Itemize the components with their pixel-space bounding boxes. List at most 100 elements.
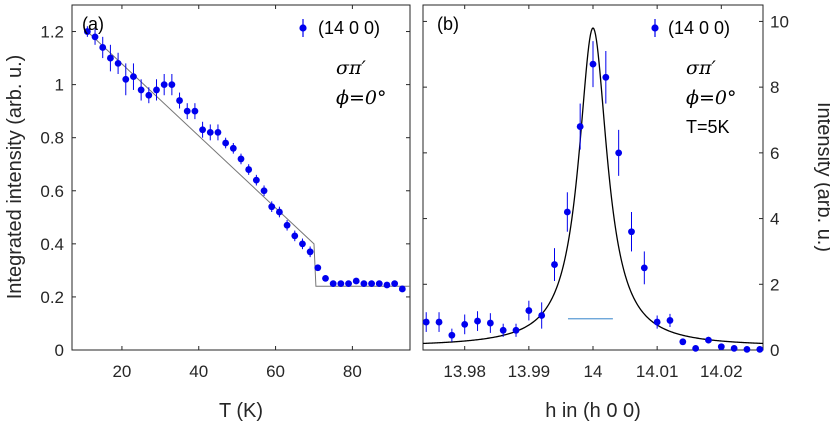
panel-a-data-point bbox=[222, 139, 230, 147]
panel-a-x-tick-label: 60 bbox=[266, 362, 285, 381]
panel-a-data-point bbox=[176, 97, 183, 104]
panel-b-legend: (14 0 0) bbox=[651, 18, 730, 38]
panel-a-data-point bbox=[375, 280, 383, 288]
panel-a-data-point bbox=[206, 128, 214, 136]
panel-a-data-point bbox=[199, 126, 206, 134]
panel-b-data-point bbox=[692, 344, 700, 352]
panel-a-data-point bbox=[283, 221, 291, 229]
panel-a-y-tick-label: 1 bbox=[55, 76, 64, 95]
panel-a-data-point bbox=[314, 264, 322, 272]
panel-b-data-point bbox=[756, 345, 764, 353]
panel-b-y-tick-label: 6 bbox=[770, 144, 779, 163]
panel-a-y-tick-label: 0.4 bbox=[40, 235, 64, 254]
panel-a: 20 40 60 80 00.20.40.60.811.2 (a) (14 0 0) … bbox=[4, 4, 411, 422]
panel-b-y-tick-label: 2 bbox=[770, 275, 779, 294]
panel-b-y-axis-title: Intensity (arb. u.) bbox=[813, 102, 830, 252]
panel-b-legend-marker bbox=[651, 24, 659, 32]
panel-a-data-point bbox=[107, 54, 114, 62]
panel-b-data-point bbox=[743, 345, 751, 353]
panel-b-x-axis-title: h in (h 0 0) bbox=[545, 400, 641, 422]
panel-a-y-axis-title: Integrated intensity (arb. u.) bbox=[4, 55, 26, 300]
panel-a-data-point bbox=[214, 128, 222, 136]
panel-a-annotation-phi: ϕ=0° bbox=[336, 87, 386, 109]
panel-a-data-point bbox=[383, 281, 391, 289]
panel-b-x-tick-label: 14 bbox=[584, 362, 603, 381]
panel-b-data-point bbox=[705, 336, 712, 344]
panel-b-data-point bbox=[435, 318, 443, 326]
panel-a-legend: (14 0 0) bbox=[299, 18, 380, 38]
panel-a-plot-frame bbox=[71, 4, 411, 351]
panel-b-data-point bbox=[486, 319, 494, 327]
panel-b-data-point bbox=[589, 60, 597, 68]
panel-a-x-tick-label: 40 bbox=[189, 362, 208, 381]
panel-a-data-point bbox=[268, 203, 276, 211]
panel-a-data-point bbox=[352, 277, 360, 285]
panel-a-x-ticks: 20 40 60 80 bbox=[112, 5, 362, 381]
panel-b-data-point bbox=[499, 326, 507, 334]
panel-a-y-tick-label: 1.2 bbox=[40, 23, 64, 42]
panel-a-data-point bbox=[229, 144, 237, 152]
panel-b-data-point bbox=[461, 320, 469, 328]
panel-a-legend-label: (14 0 0) bbox=[318, 18, 380, 38]
panel-b-data-point bbox=[422, 318, 430, 326]
panel-a-data-point bbox=[299, 240, 306, 248]
panel-a-label: (a) bbox=[82, 14, 104, 34]
panel-b-data-point bbox=[576, 123, 584, 130]
panel-a-data-point bbox=[368, 280, 375, 288]
panel-b-legend-label: (14 0 0) bbox=[668, 18, 730, 38]
panel-a-data-point bbox=[168, 81, 176, 89]
panel-a-data-point bbox=[360, 280, 368, 288]
panel-a-data-point bbox=[137, 86, 145, 94]
panel-a-y-tick-label: 0.6 bbox=[40, 182, 64, 201]
panel-a-data-point bbox=[391, 280, 399, 288]
panel-a-data-point bbox=[91, 33, 99, 41]
panel-a-annotation-polarization: σπ′ bbox=[336, 57, 366, 79]
panel-a-data-point bbox=[83, 28, 91, 35]
panel-a-data-point bbox=[322, 274, 329, 282]
panel-a-data-point bbox=[122, 75, 130, 83]
panel-a-data-point bbox=[99, 44, 107, 51]
panel-b-data-point bbox=[615, 149, 623, 157]
panel-a-data-points bbox=[83, 26, 406, 293]
panel-b-y-tick-label: 10 bbox=[770, 12, 789, 31]
panel-a-data-point bbox=[291, 232, 299, 240]
panel-b-data-points bbox=[422, 41, 764, 353]
panel-a-data-point bbox=[114, 59, 122, 67]
panel-b-data-point bbox=[602, 73, 610, 81]
panel-a-y-tick-label: 0.2 bbox=[40, 288, 64, 307]
panel-b-data-point bbox=[525, 307, 533, 314]
panel-b-annotation-polarization: σπ′ bbox=[686, 57, 716, 79]
panel-b-data-point bbox=[538, 312, 546, 319]
panel-a-y-ticks: 0 0.2 0.4 0.6 0.8 1 1.2 bbox=[40, 23, 410, 360]
panel-a-data-point bbox=[306, 248, 314, 256]
panel-a-x-axis-title: T (K) bbox=[219, 400, 263, 422]
panel-a-data-point bbox=[398, 285, 406, 293]
panel-b-annotation-phi: ϕ=0° bbox=[686, 87, 736, 109]
panel-a-data-point bbox=[337, 280, 345, 288]
panel-a-data-point bbox=[145, 91, 153, 99]
panel-a-data-point bbox=[130, 73, 137, 81]
panel-b-data-point bbox=[551, 261, 558, 268]
panel-b-data-point bbox=[717, 343, 725, 351]
panel-a-data-point bbox=[245, 166, 253, 173]
panel-b-y-tick-label: 0 bbox=[770, 341, 779, 360]
panel-a-y-tick-label: 0 bbox=[55, 341, 64, 360]
panel-b-label: (b) bbox=[437, 14, 459, 34]
panel-b-data-point bbox=[640, 264, 648, 272]
panel-a-data-point bbox=[160, 81, 168, 89]
panel-a-y-tick-label: 0.8 bbox=[40, 129, 64, 148]
panel-b-data-point bbox=[730, 344, 738, 352]
panel-a-data-point bbox=[237, 155, 245, 163]
panel-b-y-ticks: 0 2 4 6 8 10 bbox=[423, 12, 789, 360]
panel-b-data-point bbox=[512, 326, 520, 334]
panel-a-legend-marker bbox=[299, 24, 307, 32]
panel-b-data-point bbox=[679, 338, 687, 346]
panel-b-y-tick-label: 8 bbox=[770, 78, 779, 97]
panel-a-data-point bbox=[276, 208, 283, 216]
panel-a-data-point bbox=[183, 107, 191, 115]
panel-a-data-point bbox=[260, 187, 268, 195]
panel-b-x-ticks: 13.98 13.99 14 14.01 14.02 bbox=[443, 5, 743, 381]
panel-a-data-point bbox=[345, 280, 352, 288]
panel-a-data-point bbox=[153, 86, 160, 94]
